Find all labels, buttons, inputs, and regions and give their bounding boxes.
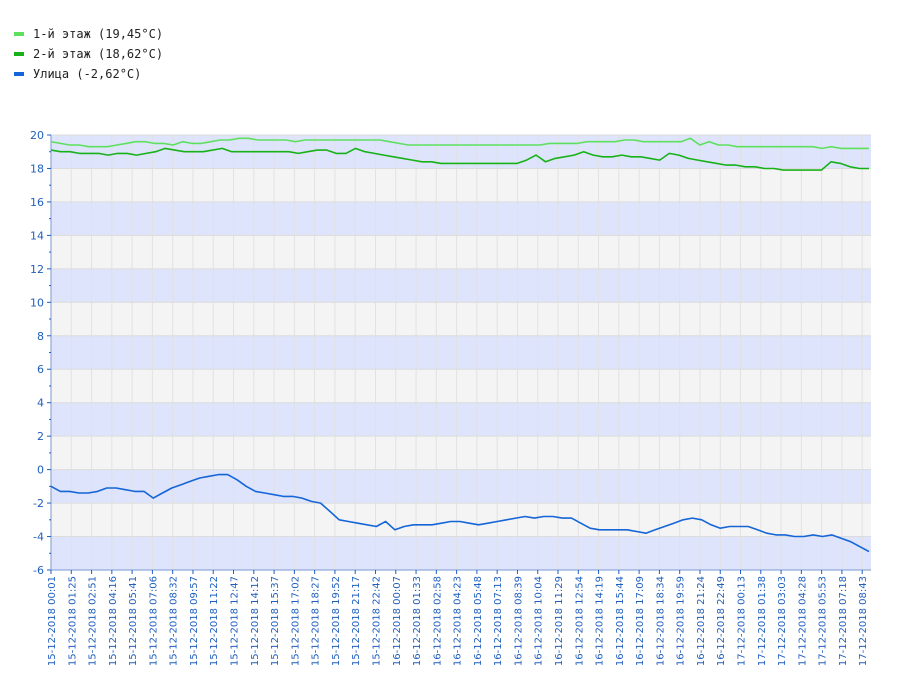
x-tick-label: 16-12-2018 05:48 [473,576,484,666]
legend-label-street: Улица (-2,62°C) [33,67,142,81]
x-tick-label: 15-12-2018 05:41 [128,576,139,666]
grid-band [51,503,871,537]
x-tick-label: 15-12-2018 07:06 [148,576,159,666]
x-tick-label: 17-12-2018 05:53 [818,576,829,666]
y-tick-label: 14 [30,229,44,242]
x-tick-label: 16-12-2018 11:29 [554,576,565,666]
series-line-1 [50,147,869,171]
grid-band [51,302,871,336]
grid-band [51,402,871,437]
legend-swatch-floor2 [14,52,24,56]
x-tick-label: 15-12-2018 19:52 [331,576,342,666]
x-tick-label: 15-12-2018 14:12 [250,576,261,666]
x-tick-label: 16-12-2018 12:54 [574,576,585,666]
x-tick-label: 16-12-2018 00:07 [392,576,403,666]
y-tick-label: 4 [37,397,44,410]
legend-label-floor1: 1-й этаж (19,45°C) [33,27,164,41]
legend-item-floor2[interactable]: 2-й этаж (18,62°C) [14,44,163,64]
y-tick-label: 6 [37,363,44,376]
x-tick-label: 15-12-2018 12:47 [230,576,241,666]
x-tick-label: 17-12-2018 07:18 [838,576,849,666]
x-tick-label: 15-12-2018 04:16 [108,576,119,666]
grid-band [51,469,871,504]
x-tick-label: 15-12-2018 22:42 [371,576,382,666]
y-tick-label: 20 [30,129,44,142]
y-tick-label: 2 [37,430,44,443]
x-tick-label: 16-12-2018 14:19 [595,576,606,666]
y-tick-label: 8 [37,330,44,343]
y-tick-label: 18 [30,162,44,175]
grid-band [51,235,871,269]
x-tick-label: 16-12-2018 07:13 [493,576,504,666]
x-tick-label: 16-12-2018 01:33 [412,576,423,666]
x-tick-label: 16-12-2018 17:09 [635,576,646,666]
grid-band [51,168,871,202]
grid-band [51,436,871,470]
x-tick-label: 15-12-2018 02:51 [88,576,99,666]
grid-band [51,335,871,370]
legend-label-floor2: 2-й этаж (18,62°C) [33,47,164,61]
x-tick-label: 15-12-2018 00:01 [47,576,58,666]
y-tick-label: -2 [33,497,44,510]
x-tick-label: 17-12-2018 04:28 [797,576,808,666]
x-tick-label: 16-12-2018 10:04 [534,576,545,666]
grid-band [51,369,871,403]
x-tick-label: 16-12-2018 02:58 [432,576,443,666]
x-tick-label: 15-12-2018 15:37 [270,576,281,666]
y-tick-label: 16 [30,196,44,209]
y-tick-label: 12 [30,263,44,276]
legend-swatch-street [14,72,24,76]
x-tick-label: 16-12-2018 19:59 [676,576,687,666]
series-line-2 [50,473,870,553]
x-tick-label: 15-12-2018 08:32 [169,576,180,666]
x-tick-label: 15-12-2018 18:27 [311,576,322,666]
grid-band [51,201,871,236]
x-tick-label: 15-12-2018 21:17 [351,576,362,666]
y-tick-label: 0 [37,464,44,477]
x-tick-label: 17-12-2018 08:43 [858,576,869,666]
x-tick-label: 15-12-2018 01:25 [67,576,78,666]
x-tick-label: 15-12-2018 09:57 [189,576,200,666]
x-tick-label: 16-12-2018 21:24 [696,576,707,666]
x-tick-label: 17-12-2018 03:03 [777,576,788,666]
x-tick-label: 16-12-2018 22:49 [716,576,727,666]
x-tick-label: 16-12-2018 15:44 [615,576,626,666]
y-tick-label: 10 [30,296,44,309]
x-tick-label: 17-12-2018 01:38 [757,576,768,666]
y-tick-label: -6 [33,564,44,577]
grid-band [51,536,871,570]
series-line-0 [50,137,869,150]
x-tick-label: 15-12-2018 17:02 [290,576,301,666]
x-tick-label: 16-12-2018 04:23 [453,576,464,666]
legend: 1-й этаж (19,45°C) 2-й этаж (18,62°C) Ул… [14,24,163,84]
legend-item-street[interactable]: Улица (-2,62°C) [14,64,163,84]
legend-swatch-floor1 [14,32,24,36]
y-tick-label: -4 [33,531,44,544]
x-tick-label: 15-12-2018 11:22 [209,576,220,666]
x-tick-label: 17-12-2018 00:13 [737,576,748,666]
grid-band [51,268,871,303]
x-tick-label: 16-12-2018 18:34 [655,576,666,666]
legend-item-floor1[interactable]: 1-й этаж (19,45°C) [14,24,163,44]
x-tick-label: 16-12-2018 08:39 [513,576,524,666]
